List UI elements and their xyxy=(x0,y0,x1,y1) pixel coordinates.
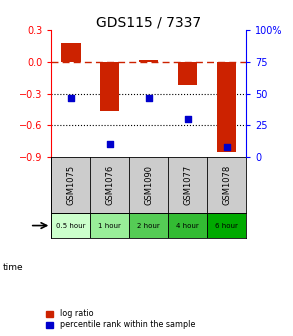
Point xyxy=(185,116,190,122)
Bar xyxy=(168,213,207,239)
Text: 0.5 hour: 0.5 hour xyxy=(56,222,86,228)
Text: GSM1075: GSM1075 xyxy=(66,165,75,205)
Bar xyxy=(178,62,197,85)
Bar xyxy=(61,43,81,62)
Point xyxy=(146,95,151,100)
Bar xyxy=(139,60,159,62)
Text: 6 hour: 6 hour xyxy=(215,222,238,228)
Bar xyxy=(51,213,90,239)
Legend: log ratio, percentile rank within the sample: log ratio, percentile rank within the sa… xyxy=(45,309,196,330)
Bar xyxy=(207,213,246,239)
Text: time: time xyxy=(3,263,23,271)
Text: GSM1076: GSM1076 xyxy=(105,165,114,205)
Bar xyxy=(90,213,129,239)
Point xyxy=(108,142,112,147)
Bar xyxy=(129,213,168,239)
Text: GSM1090: GSM1090 xyxy=(144,165,153,205)
Title: GDS115 / 7337: GDS115 / 7337 xyxy=(96,15,201,29)
Text: 2 hour: 2 hour xyxy=(137,222,160,228)
Bar xyxy=(217,62,236,152)
Text: 4 hour: 4 hour xyxy=(176,222,199,228)
Text: 1 hour: 1 hour xyxy=(98,222,121,228)
Text: GSM1078: GSM1078 xyxy=(222,165,231,205)
Text: GSM1077: GSM1077 xyxy=(183,165,192,205)
Point xyxy=(224,144,229,150)
Bar xyxy=(100,62,120,111)
Point xyxy=(69,95,73,100)
